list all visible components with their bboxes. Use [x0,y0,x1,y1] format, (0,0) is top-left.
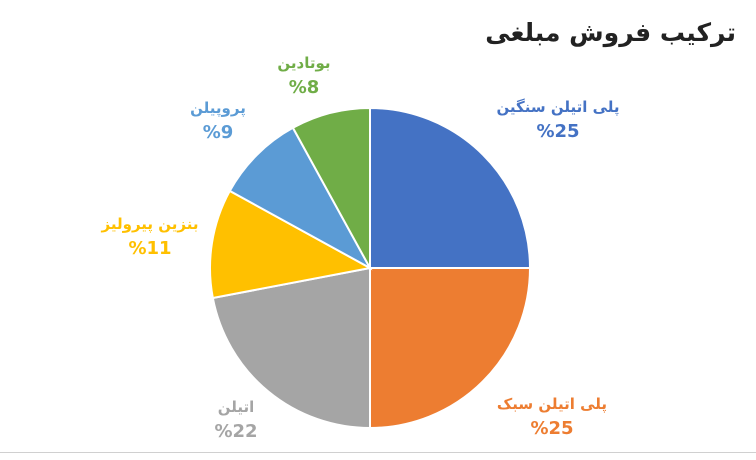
slice-value-label-6: %8 [289,77,320,98]
pie-slice-3 [211,266,371,430]
pie-slice-2 [369,267,532,430]
slice-name-label-5: پروپیلن [190,99,246,118]
slice-value-label-2: %25 [530,418,573,439]
slice-value-label-5: %9 [203,122,234,143]
slice-name-label-3: اتیلن [218,398,255,416]
chart-title: ترکیب فروش مبلغی [485,18,736,47]
slice-name-label-6: بوتادین [277,54,330,72]
pie-labels: پلی اتیلن سنگین %25 پلی اتیلن سبک %25 اتیلن%… [101,54,620,442]
slice-value-label-3: %22 [214,421,257,442]
pie-slices [208,106,532,430]
pie-slice-5 [228,126,373,271]
pie-slice-1 [369,106,532,269]
slice-name-label-1: پلی اتیلن سنگین [496,98,619,117]
slice-value-label-1: %25 [536,121,579,142]
bottom-divider [0,452,756,453]
pie-slice-6 [291,106,371,269]
pie-slice-4 [208,189,373,300]
slice-name-label-2: پلی اتیلن سبک [497,395,607,414]
slice-value-label-4: %11 [128,238,171,259]
slice-name-label-4: بنزین پیرولیز [101,215,199,234]
